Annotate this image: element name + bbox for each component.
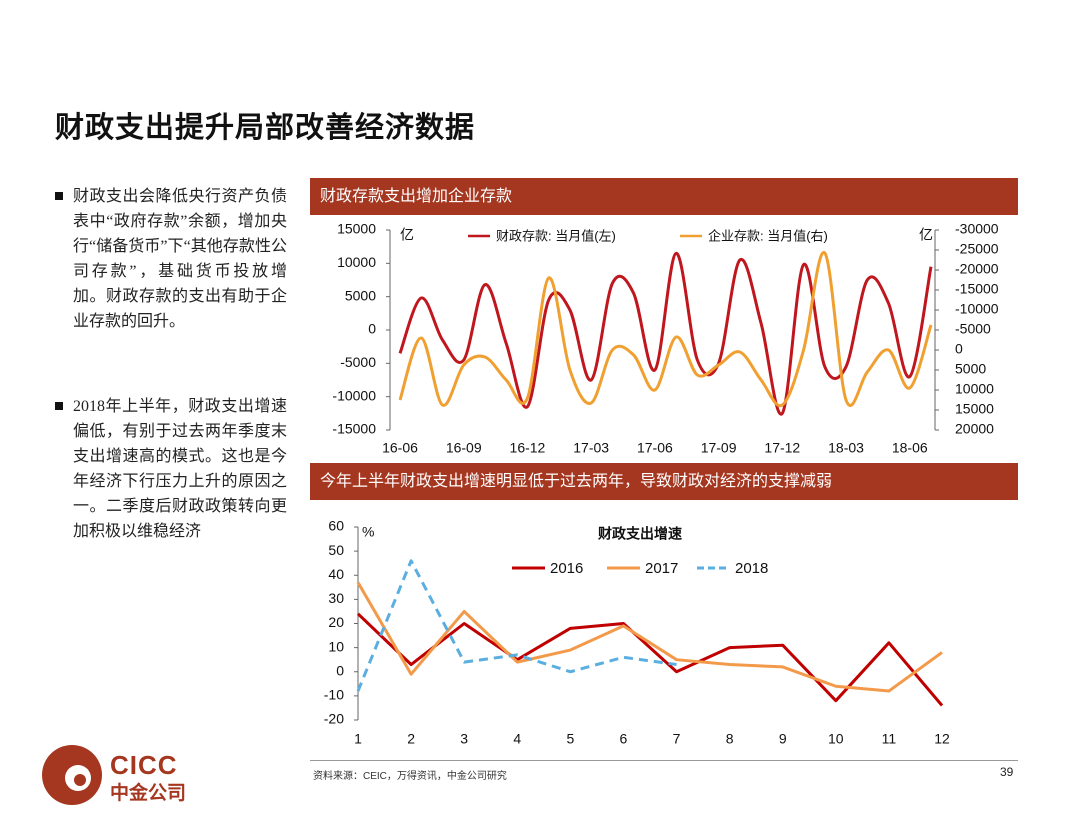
source: 资料来源：CEIC，万得资讯，中金公司研究 [313,771,507,782]
y-tick-label: -5000 [340,354,376,370]
x-tick-label: 17-12 [764,440,800,456]
y2-tick-label: -25000 [955,241,999,257]
y2-tick-label: 5000 [955,361,986,377]
y-tick-label: 5000 [345,287,376,303]
y2-tick-label: -15000 [955,281,999,297]
legend-label: 2016 [550,560,583,577]
chart-title: 财政支出增速 [597,526,682,542]
y-tick-label: 10 [328,638,344,654]
slide-title: 财政支出提升局部改善经济数据 [55,112,476,144]
bullet: 2018年上半年，财政支出增速偏低，有别于过去两年季度末支出增速高的模式。这也是… [55,394,287,544]
y-tick-label: 50 [328,542,344,558]
x-tick-label: 1 [354,731,362,747]
logo-text: CICC [110,750,178,780]
bullet: 财政支出会降低央行资产负债表中“政府存款”余额，增加央行“储备货币”下“其他存款… [55,184,287,334]
series-line [398,251,933,408]
logo-text: 中金公司 [110,783,187,804]
y2-tick-label: 15000 [955,401,994,417]
y2-tick-label: -10000 [955,301,999,317]
legend-label: 2018 [735,560,768,577]
x-tick-label: 6 [620,731,628,747]
bullet-text: 2018年上半年，财政支出增速偏低，有别于过去两年季度末支出增速高的模式。这也是… [73,398,287,540]
y2-tick-label: -30000 [955,221,999,237]
y-tick-label: 0 [336,662,344,678]
legend-label: 2017 [645,560,678,577]
series-line [356,612,944,707]
x-tick-label: 17-09 [701,440,737,456]
y2-tick-label: 20000 [955,421,994,437]
x-tick-label: 9 [779,731,787,747]
chart-header: 今年上半年财政支出增速明显低于过去两年，导致财政对经济的支撑减弱 [310,463,1018,500]
y2-tick-label: -20000 [955,261,999,277]
logo-icon [42,745,102,805]
y2-unit: 亿 [919,227,933,243]
x-tick-label: 17-03 [573,440,609,456]
x-tick-label: 3 [460,731,468,747]
legend-label: 财政存款: 当月值(左) [496,228,616,243]
x-tick-label: 11 [882,731,897,747]
y-tick-label: 20 [328,614,344,630]
x-tick-label: 10 [828,731,844,747]
footer-rule [310,760,1018,761]
x-tick-label: 7 [673,731,681,747]
y-tick-label: -10 [324,687,344,703]
y-tick-label: 40 [328,566,344,582]
y-unit: % [362,524,374,540]
y-tick-label: 60 [328,518,344,534]
series-line [398,251,933,416]
x-tick-label: 16-09 [446,440,482,456]
x-tick-label: 18-03 [828,440,864,456]
x-tick-label: 12 [934,731,950,747]
page-number: 39 [1000,765,1014,779]
x-tick-label: 18-06 [892,440,928,456]
x-tick-label: 4 [513,731,521,747]
series-line [356,559,677,692]
chart-header: 财政存款支出增加企业存款 [310,178,1018,215]
y-tick-label: 10000 [337,254,376,270]
series-line [356,581,943,693]
y2-tick-label: 0 [955,341,963,357]
y-tick-label: -20 [324,711,344,727]
y-tick-label: 15000 [337,221,376,237]
y-tick-label: -15000 [332,421,376,437]
x-tick-label: 16-06 [382,440,418,456]
x-tick-label: 16-12 [510,440,546,456]
y2-tick-label: -5000 [955,321,991,337]
x-tick-label: 17-06 [637,440,673,456]
y2-tick-label: 10000 [955,381,994,397]
x-tick-label: 2 [407,731,415,747]
bullet-text: 财政支出会降低央行资产负债表中“政府存款”余额，增加央行“储备货币”下“其他存款… [73,188,287,330]
x-tick-label: 5 [566,731,574,747]
x-tick-label: 8 [726,731,734,747]
y-unit: 亿 [400,227,414,243]
legend-label: 企业存款: 当月值(右) [708,228,828,243]
y-tick-label: 0 [368,321,376,337]
y-tick-label: 30 [328,590,344,606]
y-tick-label: -10000 [332,387,376,403]
